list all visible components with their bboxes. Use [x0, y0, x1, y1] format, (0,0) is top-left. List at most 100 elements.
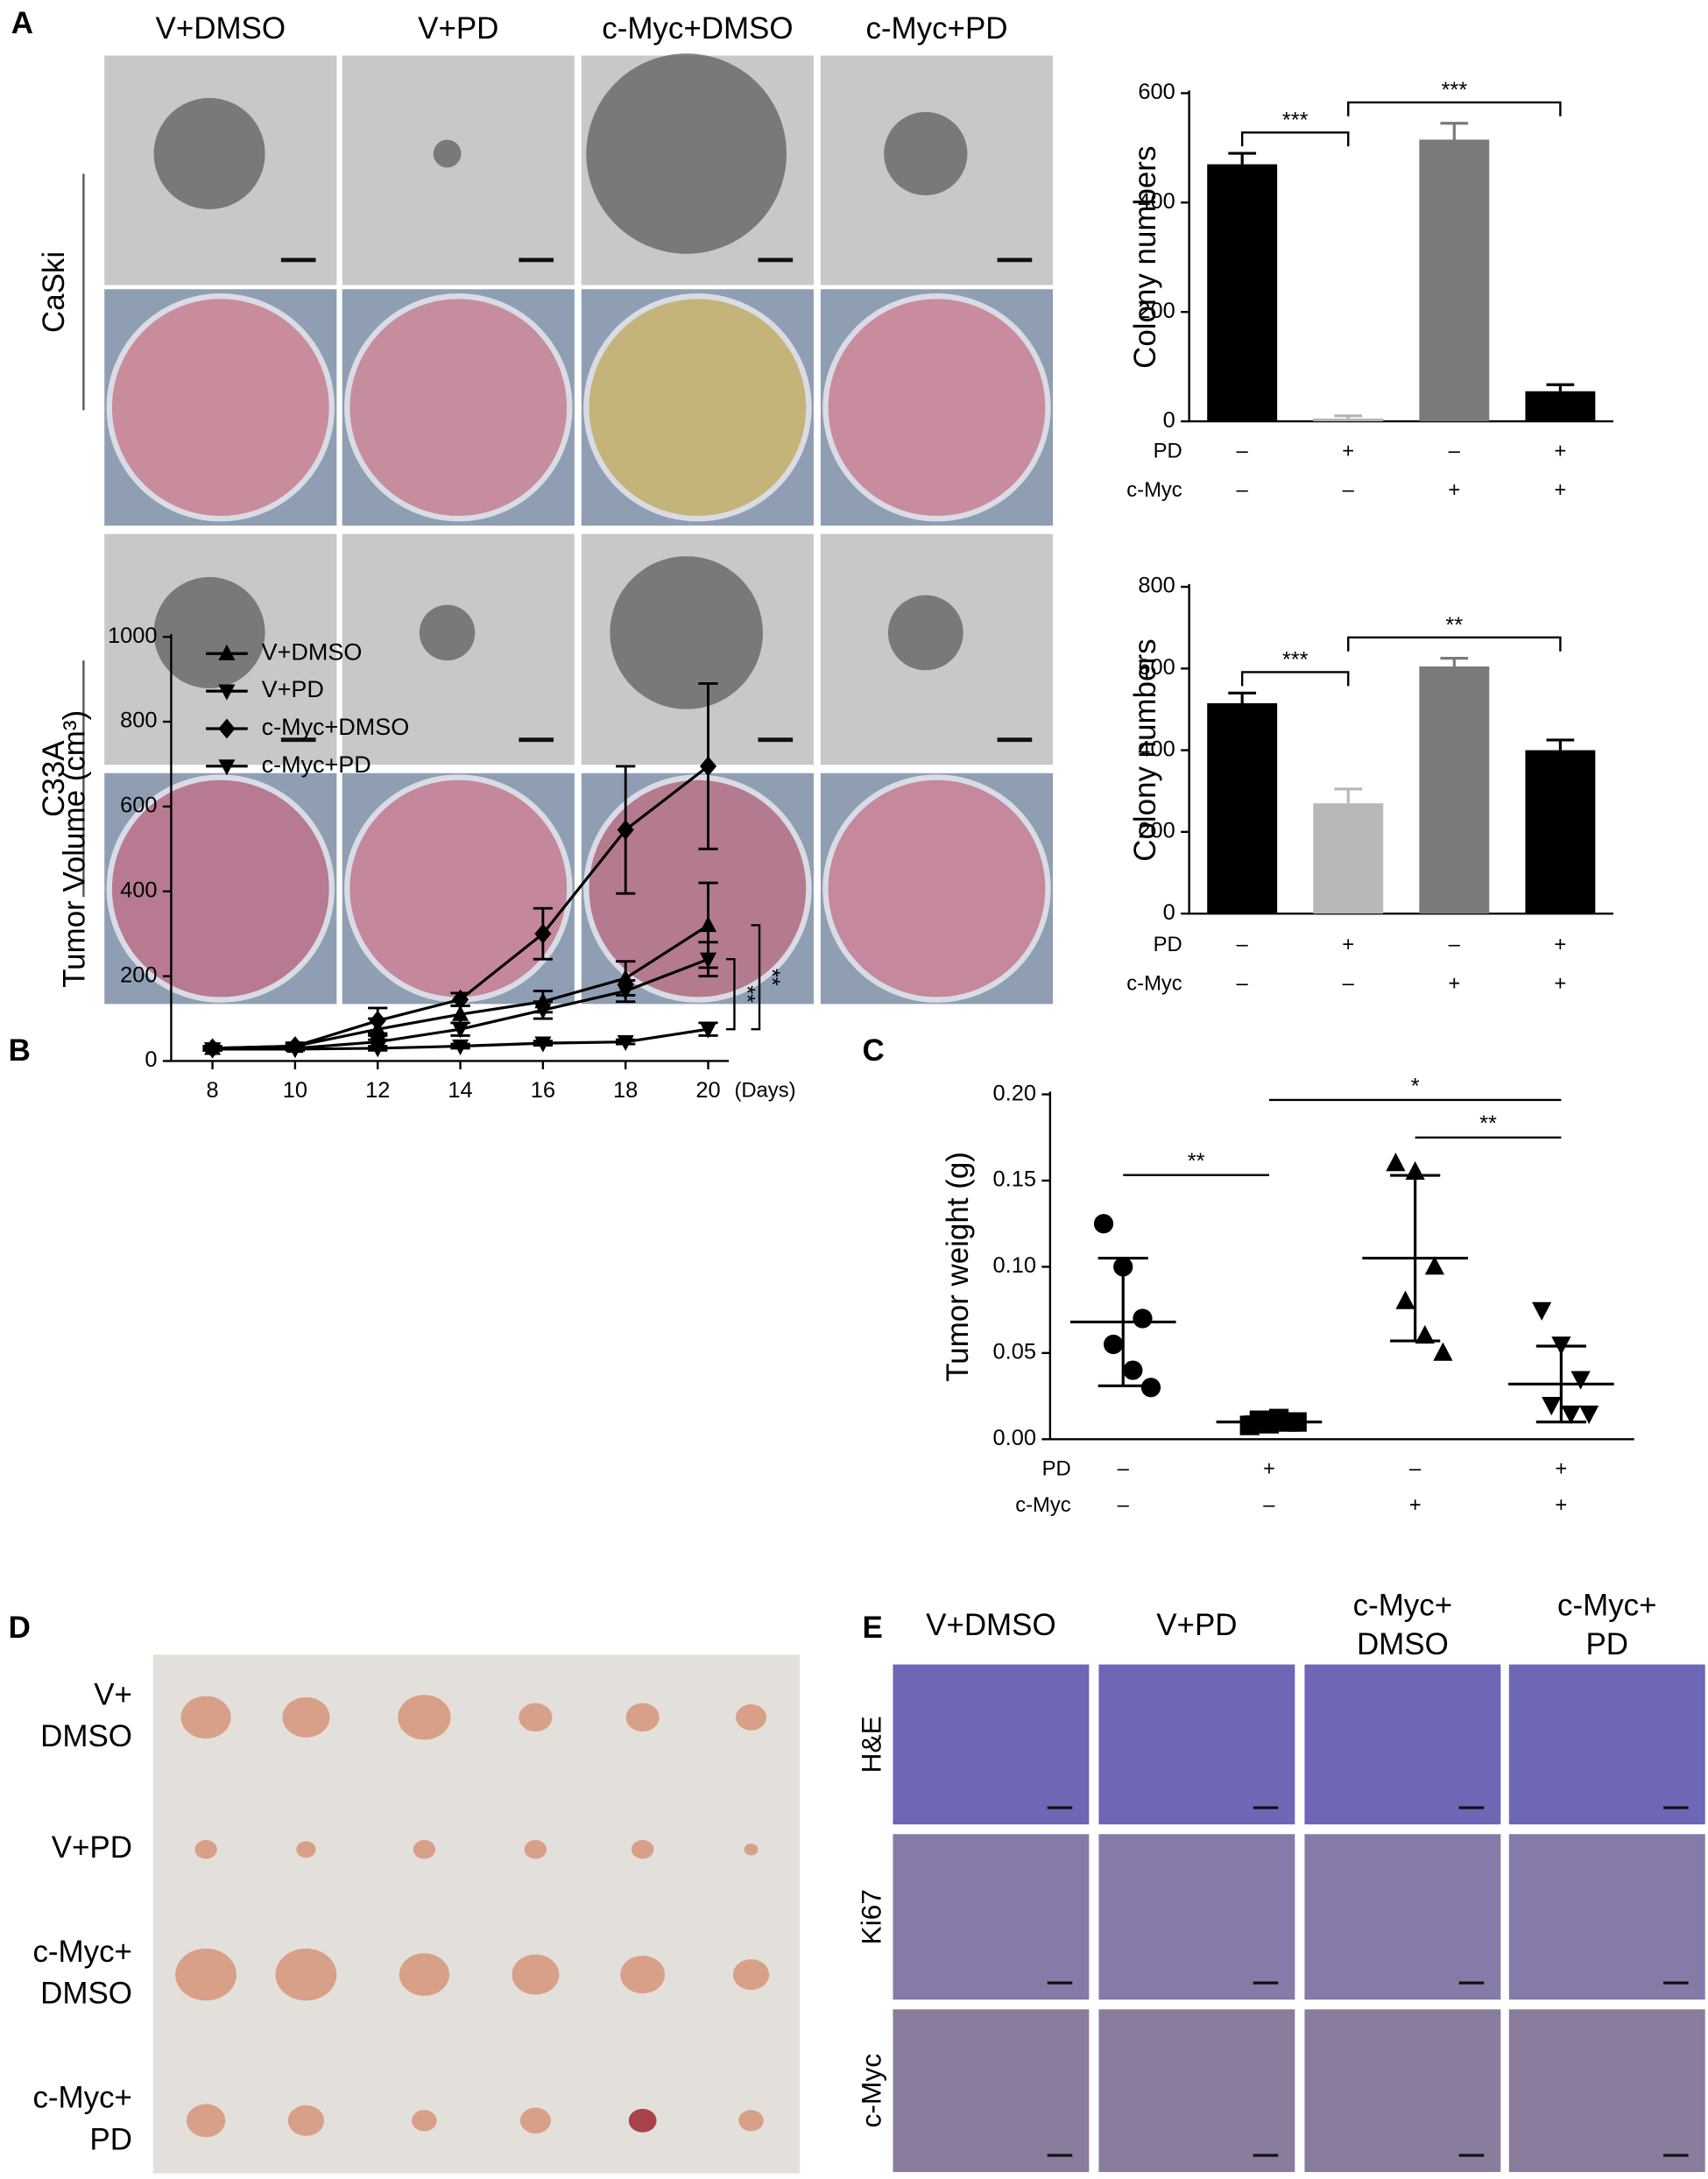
label: –	[1237, 478, 1249, 502]
legend-marker	[218, 644, 236, 660]
error-bar	[1546, 738, 1575, 751]
y-tick-label: 400	[1138, 189, 1175, 214]
label: +	[1342, 933, 1354, 956]
label: –	[1263, 1493, 1275, 1517]
marker	[452, 1022, 469, 1039]
label: ***	[1282, 108, 1309, 132]
ihc-tile	[1098, 1664, 1295, 1825]
bar	[1207, 702, 1278, 914]
marker	[617, 984, 634, 1001]
tumor	[732, 1959, 770, 1991]
label: +	[1342, 439, 1354, 462]
tumor	[399, 1953, 449, 1996]
marker	[1140, 1378, 1161, 1398]
tumor	[620, 1956, 666, 1994]
row-label: CaSki	[37, 251, 71, 333]
y-tick-label: 0.00	[993, 1426, 1036, 1450]
marker	[1268, 1408, 1289, 1428]
label: –	[1237, 933, 1249, 956]
label: c-Myc+	[1557, 1589, 1656, 1623]
marker	[1104, 1334, 1124, 1355]
y-tick-label: 400	[120, 878, 157, 902]
significance-bracket	[725, 958, 736, 1031]
tumor	[736, 1704, 766, 1731]
marker	[369, 1035, 386, 1052]
x-tick-label: 20	[695, 1078, 720, 1103]
label: PD	[1042, 1457, 1071, 1481]
marker	[534, 923, 552, 944]
label: PD	[89, 2122, 132, 2156]
label: +	[1448, 971, 1460, 995]
spheroid	[887, 595, 963, 671]
panel-letter: C	[863, 1033, 885, 1068]
ihc-tile	[1508, 1834, 1705, 2000]
tumor	[738, 2110, 764, 2132]
marker	[452, 1039, 469, 1055]
label: +	[1555, 1457, 1567, 1481]
tumor	[524, 1839, 547, 1859]
spheroid	[586, 53, 787, 254]
marker	[1249, 1410, 1269, 1430]
marker	[617, 820, 634, 840]
tumor	[282, 1696, 330, 1738]
sd-bar	[1390, 1174, 1441, 1343]
label: PD	[1154, 933, 1182, 956]
panel-letter: A	[11, 6, 33, 40]
ihc-tile	[1098, 2009, 1295, 2173]
label: V+PD	[1156, 1608, 1237, 1642]
error-bar	[1546, 383, 1575, 391]
legend-label: c-Myc+PD	[262, 751, 371, 778]
dish	[344, 774, 573, 1003]
marker	[452, 1005, 469, 1021]
marker	[1579, 1405, 1599, 1425]
label: H&E	[856, 1716, 887, 1773]
label: c-Myc	[856, 2054, 887, 2128]
y-tick-label: 800	[1138, 574, 1175, 598]
y-tick-label: 200	[1138, 299, 1175, 323]
dish	[344, 293, 573, 522]
tumor	[194, 1839, 217, 1859]
bar	[1419, 666, 1490, 914]
label: +	[1555, 1493, 1567, 1517]
label: –	[1449, 439, 1461, 462]
ihc-tile	[893, 1664, 1090, 1825]
bar	[1207, 164, 1278, 422]
tumor	[519, 2107, 551, 2134]
tumor	[413, 1839, 436, 1859]
x-tick-label: 16	[531, 1078, 555, 1103]
marker	[1433, 1342, 1453, 1361]
label: **	[734, 985, 759, 1003]
label: c-Myc+	[1353, 1589, 1452, 1623]
marker	[1561, 1405, 1581, 1425]
tumor	[287, 2105, 325, 2136]
dish	[822, 293, 1051, 522]
spheroid	[419, 604, 476, 661]
spheroid	[153, 97, 265, 209]
label: c-Myc	[1015, 1493, 1071, 1517]
y-axis-label: Tumor Volume (cm³)	[58, 710, 92, 988]
label: ***	[1441, 78, 1467, 102]
spheroid	[153, 576, 265, 688]
label: c-Myc+DMSO	[602, 11, 793, 46]
significance-bracket	[1240, 131, 1350, 147]
error-bar	[1228, 691, 1257, 703]
label: c-Myc	[1126, 478, 1182, 502]
spheroid	[884, 111, 968, 196]
error-bar	[1440, 122, 1469, 140]
label: +	[1554, 933, 1566, 956]
y-axis-label: Tumor weight (g)	[941, 1152, 975, 1382]
label: *	[1411, 1074, 1420, 1098]
dish	[822, 774, 1051, 1003]
tumor	[186, 2104, 226, 2138]
marker	[1415, 1324, 1435, 1344]
tumor	[398, 1695, 451, 1740]
marker	[286, 1041, 304, 1058]
y-tick-label: 0.20	[993, 1081, 1036, 1105]
panel-letter: E	[863, 1611, 883, 1645]
label: DMSO	[1357, 1627, 1449, 1661]
y-tick-label: 0	[1163, 408, 1175, 433]
label: DMSO	[40, 1977, 132, 2011]
label: DMSO	[40, 1719, 132, 1753]
